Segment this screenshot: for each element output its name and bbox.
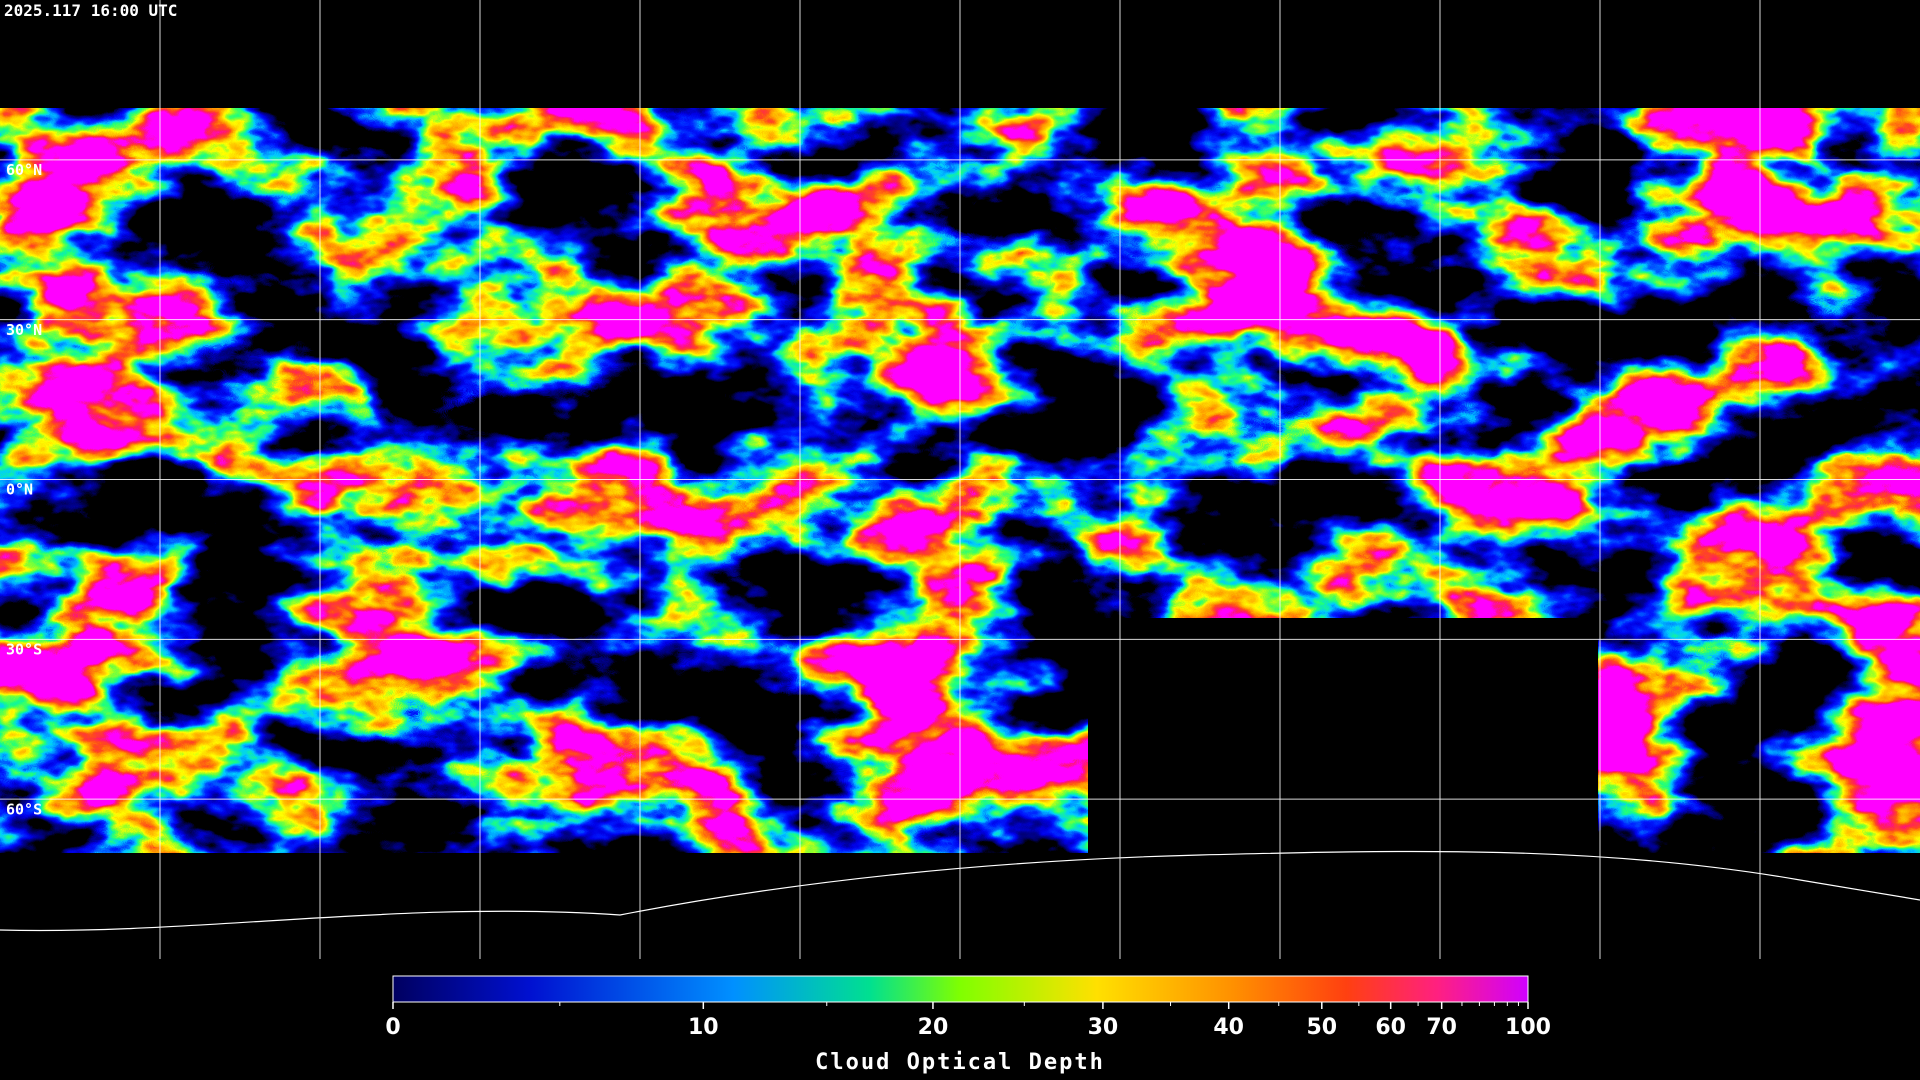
colorbar-title: Cloud Optical Depth	[815, 1050, 1105, 1075]
graticule	[0, 0, 1920, 959]
coastline	[0, 850, 1920, 932]
latitude-label: 30°N	[6, 321, 42, 339]
colorbar-tick-label: 70	[1426, 1015, 1457, 1040]
latitude-label: 0°N	[6, 481, 33, 499]
no-data-region	[1088, 618, 1598, 858]
colorbar-tick-label: 20	[918, 1015, 949, 1040]
colorbar-tick-label: 40	[1213, 1015, 1244, 1040]
latitude-label: 60°S	[6, 800, 42, 818]
timestamp: 2025.117 16:00 UTC	[4, 1, 177, 20]
colorbar-tick-label: 30	[1088, 1015, 1119, 1040]
colorbar	[392, 975, 1529, 1003]
colorbar-tick-label: 50	[1306, 1015, 1337, 1040]
latitude-label: 60°N	[6, 161, 42, 179]
latitude-label: 30°S	[6, 641, 42, 659]
colorbar-tick-label: 10	[688, 1015, 719, 1040]
colorbar-tick-label: 100	[1505, 1015, 1551, 1040]
colorbar-tick-label: 60	[1375, 1015, 1406, 1040]
colorbar-tick-label: 0	[385, 1015, 400, 1040]
